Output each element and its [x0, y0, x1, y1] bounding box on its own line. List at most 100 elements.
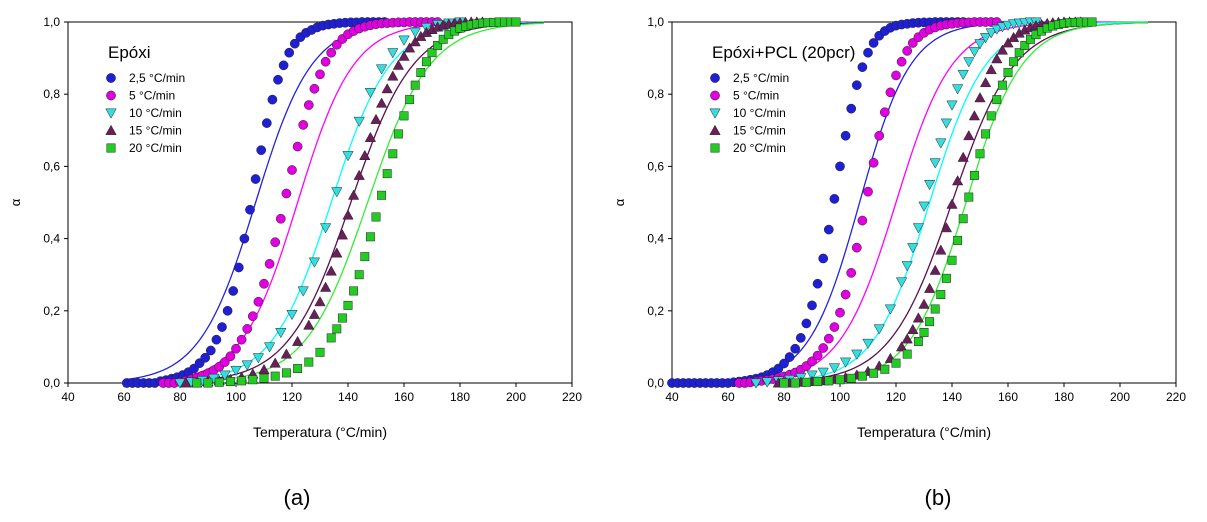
chart-b-series-0-point — [790, 343, 801, 354]
chart-b-series-1-point — [851, 242, 862, 253]
chart-a-series-4 — [192, 17, 521, 388]
chart-a-series-3-point — [336, 229, 349, 240]
chart-b-series-3-point — [968, 110, 981, 121]
chart-b-title: Epóxi+PCL (20pcr) — [712, 43, 855, 62]
chart-a-series-0-point — [273, 74, 283, 85]
chart-b-legend-marker-4 — [710, 143, 720, 153]
chart-b-series-4-point — [997, 80, 1007, 90]
chart-a-series-2-point — [263, 342, 276, 353]
chart-a-series-0-point — [256, 145, 267, 156]
chart-b-legend-label-1: 5 °C/min — [733, 89, 779, 103]
chart-a-panel-label: (a) — [284, 485, 311, 510]
chart-a-series-3-point — [331, 247, 343, 258]
chart-b-series-2-point — [828, 363, 841, 374]
chart-b-y-tick-label: 0,4 — [647, 232, 664, 246]
chart-b-series-4-point — [1087, 17, 1097, 27]
chart-a-series-2-point — [275, 328, 287, 339]
chart-a-series-4-point — [349, 286, 359, 296]
chart-a-series-4-point — [371, 212, 381, 222]
chart-b-x-tick-label: 100 — [830, 390, 850, 404]
chart-b-legend-marker-3 — [709, 124, 721, 135]
chart-a-series-4-point — [203, 378, 213, 388]
chart-a-legend-label-2: 10 °C/min — [129, 106, 182, 120]
chart-b-legend-marker-0 — [710, 73, 720, 83]
chart-a-series-3-point — [392, 59, 405, 70]
chart-b-series-2-point — [923, 180, 936, 191]
chart-a-series-4-point — [399, 111, 409, 121]
chart-a-series-3-point — [291, 335, 304, 346]
chart-a-series-1-point — [270, 237, 281, 248]
chart-a-series-3-point — [409, 36, 421, 47]
chart-b-legend-label-0: 2,5 °C/min — [733, 71, 789, 85]
chart-a-series-1-point — [253, 296, 264, 307]
chart-a-series-4-point — [393, 129, 403, 139]
chart-b-series-3-point — [946, 198, 958, 209]
chart-a-series-2-point — [353, 116, 365, 127]
chart-a-series-3-point — [353, 169, 365, 180]
chart-a-series-4-point — [225, 377, 235, 387]
chart-b-series-4-point — [1014, 48, 1024, 58]
chart-a-series-0-point — [239, 233, 250, 244]
chart-a-series-0-point — [250, 174, 261, 184]
chart-a-series-3-point — [319, 281, 332, 292]
chart-a-legend-marker-2 — [105, 108, 117, 119]
chart-b-y-axis-label: α — [612, 198, 627, 206]
chart-a-series-4-point — [377, 190, 387, 200]
chart-b-series-4-point — [992, 95, 1002, 105]
chart-b-series-4-point — [953, 235, 963, 245]
chart-b-series-4-point — [779, 378, 789, 388]
chart-a-x-tick-label: 140 — [338, 390, 358, 404]
chart-a-series-0-point — [261, 118, 272, 128]
chart-b-series-0-point — [857, 62, 868, 72]
chart-a-series-3-point — [303, 319, 315, 330]
chart-a-series-3-point — [403, 42, 416, 53]
chart-b-series-3-point — [963, 130, 975, 141]
chart-b-series-4-point — [880, 364, 890, 374]
chart-b-series-2-point — [968, 47, 981, 58]
chart-b-legend-label-3: 15 °C/min — [733, 124, 786, 138]
chart-a-series-3-point — [381, 83, 393, 94]
chart-b-series-1-point — [829, 322, 840, 332]
chart-b-series-3-point — [996, 44, 1009, 55]
chart-b-series-3-point — [918, 298, 930, 309]
chart-b-series-4-point — [835, 375, 845, 385]
chart-b-x-tick-label: 220 — [1166, 390, 1186, 404]
chart-b-series-1-point — [874, 130, 885, 141]
chart-a-y-tick-label: 0,0 — [43, 376, 60, 390]
chart-b-series-3-point — [929, 264, 941, 275]
chart-b-series-0-point — [851, 80, 862, 91]
chart-a-series-4-point — [343, 300, 353, 310]
chart-a-series-4-point — [259, 373, 269, 383]
chart-a-series-4-point — [315, 347, 325, 357]
chart-a-y-axis-label: α — [8, 198, 23, 206]
chart-b-series-4-point — [824, 376, 834, 386]
chart-a-legend-marker-4 — [106, 143, 116, 153]
chart-b-fit-line-2 — [728, 21, 1149, 384]
chart-b-series-4-point — [919, 328, 929, 337]
chart-a-series-0-point — [245, 204, 255, 215]
chart-a-x-tick-label: 80 — [173, 390, 187, 404]
chart-b-series-4-point — [913, 337, 923, 346]
chart-a-series-4-point — [438, 34, 448, 44]
chart-b-series-3-point — [907, 323, 919, 334]
chart-b-x-tick-label: 160 — [998, 390, 1018, 404]
chart-b-series-4-point — [969, 170, 979, 180]
chart-b-series-3-point — [923, 282, 936, 293]
chart-b-series-4-point — [846, 373, 856, 383]
chart-b-series-2-point — [750, 378, 762, 389]
chart-b-y-tick-label: 0,8 — [647, 87, 664, 101]
chart-b-series-4-point — [1009, 57, 1019, 67]
chart-b-fit-line-3 — [728, 22, 1148, 384]
chart-a-series-0-point — [267, 94, 278, 105]
chart-a-x-tick-label: 160 — [394, 390, 414, 404]
chart-a-series-4-point — [410, 80, 420, 90]
chart-a-series-3-point — [375, 97, 388, 108]
chart-a-series-1-point — [231, 343, 241, 354]
chart-a-series-4-point — [332, 324, 342, 334]
chart-b-series-4-point — [801, 377, 811, 387]
chart-b-series-2-point — [918, 201, 930, 212]
chart-b-series-3-point — [940, 222, 953, 233]
chart-b-series-4-point — [857, 371, 867, 381]
chart-b-series-4-point — [1020, 41, 1030, 50]
chart-b-series-1-point — [868, 157, 879, 168]
